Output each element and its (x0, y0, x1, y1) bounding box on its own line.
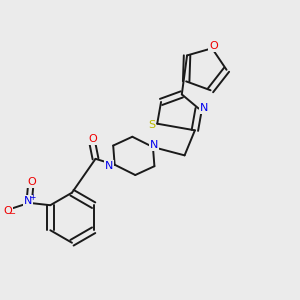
Text: O: O (209, 41, 218, 51)
Text: −: − (8, 209, 15, 218)
Text: N: N (200, 103, 208, 113)
Text: O: O (89, 134, 98, 144)
Text: S: S (148, 120, 155, 130)
Text: O: O (27, 177, 36, 187)
Text: N: N (105, 161, 114, 171)
Text: N: N (150, 140, 159, 150)
Text: N: N (23, 196, 32, 206)
Text: +: + (29, 193, 36, 202)
Text: O: O (3, 206, 12, 215)
